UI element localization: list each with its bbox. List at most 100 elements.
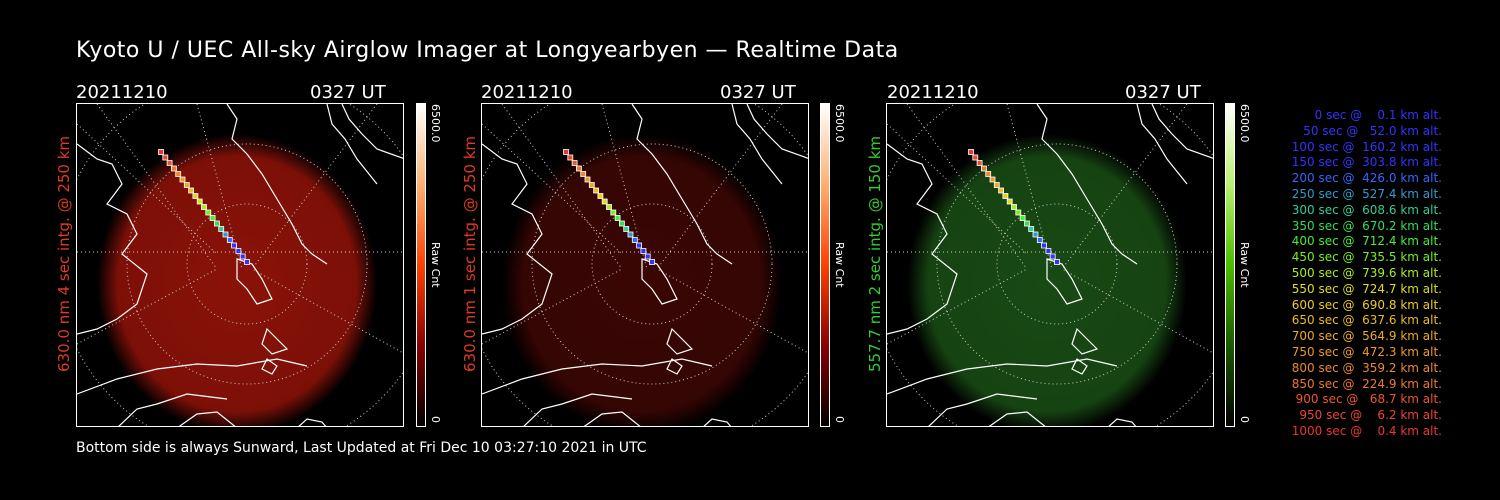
coastline [1071, 358, 1088, 375]
legend-row: 1000 sec @ 0.4 km alt. [1291, 423, 1442, 438]
airglow-field [97, 134, 377, 426]
legend-row: 850 sec @ 224.9 km alt. [1287, 376, 1442, 391]
trajectory-marker [235, 248, 242, 254]
longitude-line [1006, 104, 1053, 270]
trajectory-marker [1015, 209, 1022, 216]
legend-row: 800 sec @ 359.2 km alt. [1287, 360, 1442, 375]
longitude-line [656, 104, 783, 270]
panel-1-date: 20211210 [76, 82, 168, 103]
coastline [118, 393, 228, 426]
longitude-line [887, 268, 1028, 345]
coastline [641, 258, 678, 305]
trajectory-marker [222, 231, 229, 238]
coastline [703, 418, 732, 426]
legend-row: 950 sec @ 6.2 km alt. [1295, 408, 1442, 423]
trajectory-marker [631, 237, 638, 243]
trajectory-marker [1032, 231, 1039, 238]
panel-1-cbar-min: 0 [429, 416, 442, 423]
trajectory-marker [985, 171, 992, 177]
legend-row: 300 sec @ 608.6 km alt. [1287, 202, 1442, 217]
trajectory-marker [623, 226, 630, 232]
coastline [326, 104, 378, 185]
trajectory-marker [1041, 242, 1048, 249]
panel-2-time: 0327 UT [720, 82, 796, 103]
trajectory-marker [606, 204, 612, 210]
trajectory-marker [989, 176, 996, 183]
legend-row: 400 sec @ 712.4 km alt. [1287, 234, 1442, 249]
trajectory-marker [1011, 204, 1017, 210]
page-title: Kyoto U / UEC All-sky Airglow Imager at … [76, 38, 899, 63]
legend-row: 750 sec @ 472.3 km alt. [1287, 344, 1442, 359]
legend-row: 700 sec @ 564.9 km alt. [1287, 329, 1442, 344]
coastline [341, 104, 403, 159]
legend-row: 150 sec @ 303.8 km alt. [1287, 155, 1442, 170]
panel-1-sky-image [76, 103, 404, 427]
legend-row: 500 sec @ 739.6 km alt. [1287, 265, 1442, 280]
airglow-field [907, 134, 1187, 426]
trajectory-marker [183, 182, 190, 188]
legend-row: 200 sec @ 426.0 km alt. [1287, 171, 1442, 186]
legend-row: 450 sec @ 735.5 km alt. [1287, 250, 1442, 265]
trajectory-marker [188, 187, 194, 194]
trajectory-marker [968, 149, 974, 155]
coastline [746, 104, 808, 159]
trajectory-marker [162, 154, 169, 161]
panel-3-time: 0327 UT [1125, 82, 1201, 103]
trajectory-marker [610, 209, 617, 216]
coastline [1151, 104, 1213, 159]
legend-row: 0 sec @ 0.1 km alt. [1303, 108, 1442, 122]
coastline [928, 393, 1038, 426]
trajectory-marker [614, 215, 621, 221]
trajectory-marker [584, 176, 591, 183]
trajectory-marker [239, 253, 246, 260]
legend-row: 250 sec @ 527.4 km alt. [1287, 186, 1442, 201]
trajectory-marker [593, 187, 599, 194]
panel-3-ylabel: 557.7 nm 2 sec intg. @ 150 km [866, 135, 884, 372]
legend-row: 50 sec @ 52.0 km alt. [1295, 123, 1442, 138]
longitude-line [1061, 104, 1188, 270]
trajectory-marker [205, 209, 212, 216]
latitude-circle [936, 143, 1178, 385]
trajectory-marker [597, 193, 604, 199]
trajectory-marker [1023, 220, 1030, 227]
coastline [631, 104, 733, 265]
latitude-circle [531, 143, 773, 385]
trajectory-marker [166, 160, 173, 166]
trajectory-marker [231, 242, 238, 249]
legend-row: 100 sec @ 160.2 km alt. [1287, 139, 1442, 154]
trajectory-marker [580, 171, 587, 177]
airglow-field [502, 134, 782, 426]
coastline [1036, 104, 1138, 265]
panel-3-date: 20211210 [887, 82, 979, 103]
coastline [988, 411, 1046, 426]
panel-2-sky-image [481, 103, 809, 427]
coastline [261, 327, 289, 355]
trajectory-marker [588, 182, 595, 188]
trajectory-marker [1019, 215, 1026, 221]
coastline [178, 411, 236, 426]
trajectory-marker [649, 259, 655, 265]
coastline [1071, 327, 1099, 355]
panel-2-cbar-unit: Raw Cnt [833, 242, 846, 288]
trajectory-marker [601, 198, 608, 205]
trajectory-legend: 0 sec @ 0.1 km alt. 50 sec @ 52.0 km alt… [1262, 108, 1442, 440]
coastline [1046, 258, 1083, 305]
trajectory-marker [1028, 226, 1035, 232]
trajectory-marker [171, 165, 177, 172]
trajectory-marker [1049, 253, 1056, 260]
panel-2-colorbar [820, 103, 830, 427]
trajectory-marker [175, 171, 182, 177]
latitude-circle [186, 203, 308, 325]
legend-row: 550 sec @ 724.7 km alt. [1287, 281, 1442, 296]
trajectory-marker [209, 215, 216, 221]
trajectory-marker [563, 149, 569, 155]
longitude-line [482, 268, 623, 345]
coastline [1108, 418, 1137, 426]
trajectory-marker [576, 165, 582, 172]
panel-2-cbar-max: 6500.0 [833, 104, 846, 143]
coastline [666, 327, 694, 355]
trajectory-marker [998, 187, 1004, 194]
footer-note: Bottom side is always Sunward, Last Upda… [76, 440, 647, 456]
coastline [666, 358, 683, 375]
trajectory-marker [618, 220, 625, 227]
